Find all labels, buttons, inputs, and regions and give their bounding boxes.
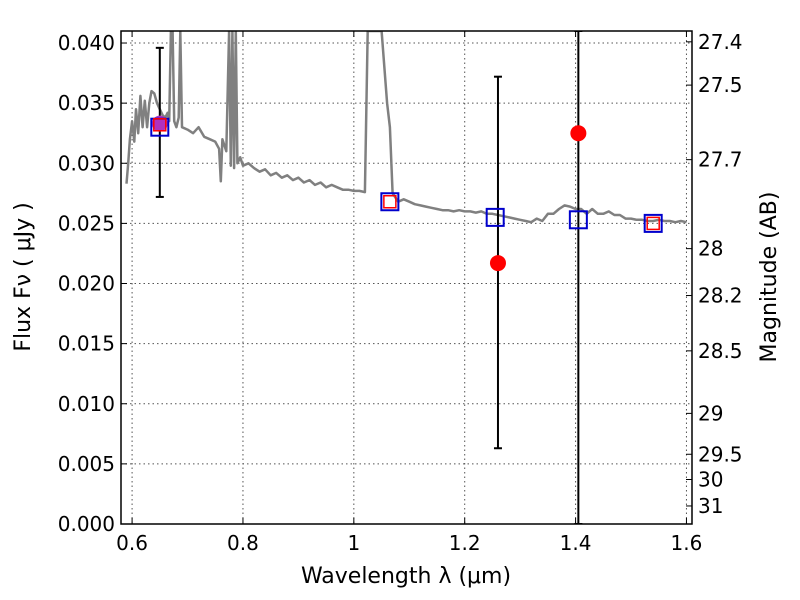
model-square-blue (568, 210, 588, 230)
y-axis-title: Flux Fν ( μJy ) (11, 202, 36, 351)
plot-area (125, 31, 687, 524)
observed-point (570, 125, 587, 142)
y-tick-label: 0.030 (58, 151, 115, 175)
x-tick-label: 1.6 (671, 531, 703, 555)
y2-tick-label: 30 (698, 468, 723, 492)
x-tick-label: 1 (347, 531, 360, 555)
model-square-red (383, 194, 397, 209)
y2-tick-label: 27.4 (698, 30, 743, 54)
y-tick-label: 0.000 (58, 512, 115, 536)
y2-axis-title: Magnitude (AB) (757, 192, 782, 363)
y2-tick-label: 28.2 (698, 284, 743, 308)
y2-tick-label: 29.5 (698, 442, 743, 466)
y-tick-label: 0.010 (58, 392, 115, 416)
y-tick-label: 0.025 (58, 211, 115, 235)
y2-tick-label: 28.5 (698, 339, 743, 363)
x-axis-title: Wavelength λ (μm) (301, 564, 511, 589)
x-tick-label: 1.4 (560, 531, 592, 555)
y2-tick-label: 28 (698, 237, 723, 261)
grid (121, 31, 692, 524)
y2-tick-label: 27.5 (698, 73, 743, 97)
x-tick-label: 1.2 (449, 531, 481, 555)
model-square-blue (485, 207, 505, 227)
y-tick-label: 0.040 (58, 31, 115, 55)
model-square-red (153, 118, 167, 132)
model-square-blue (643, 213, 663, 233)
model-square-red (646, 216, 660, 231)
observed-point (489, 255, 506, 272)
y2-tick-label: 27.7 (698, 148, 743, 172)
x-tick-label: 0.6 (116, 531, 148, 555)
x-tick-label: 0.8 (227, 531, 259, 555)
y2-tick-label: 29 (698, 401, 723, 425)
y-tick-label: 0.005 (58, 452, 115, 476)
plot-frame (120, 30, 693, 525)
axes: 0.6 0.8 1 1.2 1.4 1.6 0.000 0.005 0.010 0.015 0.02… (58, 30, 743, 555)
y-tick-label: 0.035 (58, 91, 115, 115)
y-tick-label: 0.015 (58, 332, 115, 356)
spectrum-line (125, 31, 687, 224)
y2-tick-label: 31 (698, 494, 723, 518)
model-square-blue (380, 192, 400, 212)
y-tick-label: 0.020 (58, 272, 115, 296)
